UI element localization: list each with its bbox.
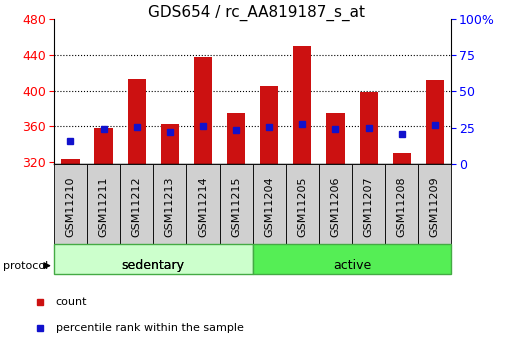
Bar bbox=[161, 124, 179, 164]
Text: GSM11214: GSM11214 bbox=[198, 177, 208, 237]
Bar bbox=[153, 164, 186, 250]
Bar bbox=[260, 86, 279, 164]
Bar bbox=[252, 164, 286, 250]
Bar bbox=[87, 164, 120, 250]
Text: GSM11208: GSM11208 bbox=[397, 177, 407, 237]
Bar bbox=[94, 128, 113, 164]
Bar bbox=[293, 46, 311, 164]
Bar bbox=[426, 80, 444, 164]
Bar bbox=[120, 164, 153, 250]
Bar bbox=[227, 113, 245, 164]
Text: sedentary: sedentary bbox=[122, 259, 185, 272]
Text: protocol: protocol bbox=[3, 261, 48, 270]
Bar bbox=[326, 113, 345, 164]
Bar bbox=[360, 92, 378, 164]
Text: GSM11212: GSM11212 bbox=[132, 177, 142, 237]
Text: GSM11213: GSM11213 bbox=[165, 177, 175, 237]
Bar bbox=[128, 79, 146, 164]
Text: GSM11211: GSM11211 bbox=[98, 177, 109, 237]
Text: GSM11215: GSM11215 bbox=[231, 177, 241, 237]
Text: GSM11209: GSM11209 bbox=[430, 177, 440, 237]
Bar bbox=[392, 153, 411, 164]
Bar bbox=[186, 164, 220, 250]
Text: GSM11204: GSM11204 bbox=[264, 177, 274, 237]
Bar bbox=[418, 164, 451, 250]
Bar bbox=[352, 164, 385, 250]
Bar bbox=[286, 164, 319, 250]
Text: percentile rank within the sample: percentile rank within the sample bbox=[55, 323, 244, 333]
Bar bbox=[194, 57, 212, 164]
Text: count: count bbox=[55, 297, 87, 307]
Text: GDS654 / rc_AA819187_s_at: GDS654 / rc_AA819187_s_at bbox=[148, 5, 365, 21]
Bar bbox=[319, 164, 352, 250]
Bar bbox=[54, 164, 87, 250]
Text: active: active bbox=[333, 259, 371, 272]
Text: sedentary: sedentary bbox=[122, 259, 185, 272]
Text: GSM11210: GSM11210 bbox=[66, 177, 75, 237]
Bar bbox=[385, 164, 418, 250]
Bar bbox=[62, 159, 80, 164]
Text: GSM11207: GSM11207 bbox=[364, 177, 373, 237]
Bar bbox=[220, 164, 252, 250]
Text: GSM11206: GSM11206 bbox=[330, 177, 341, 237]
Text: GSM11205: GSM11205 bbox=[298, 177, 307, 237]
